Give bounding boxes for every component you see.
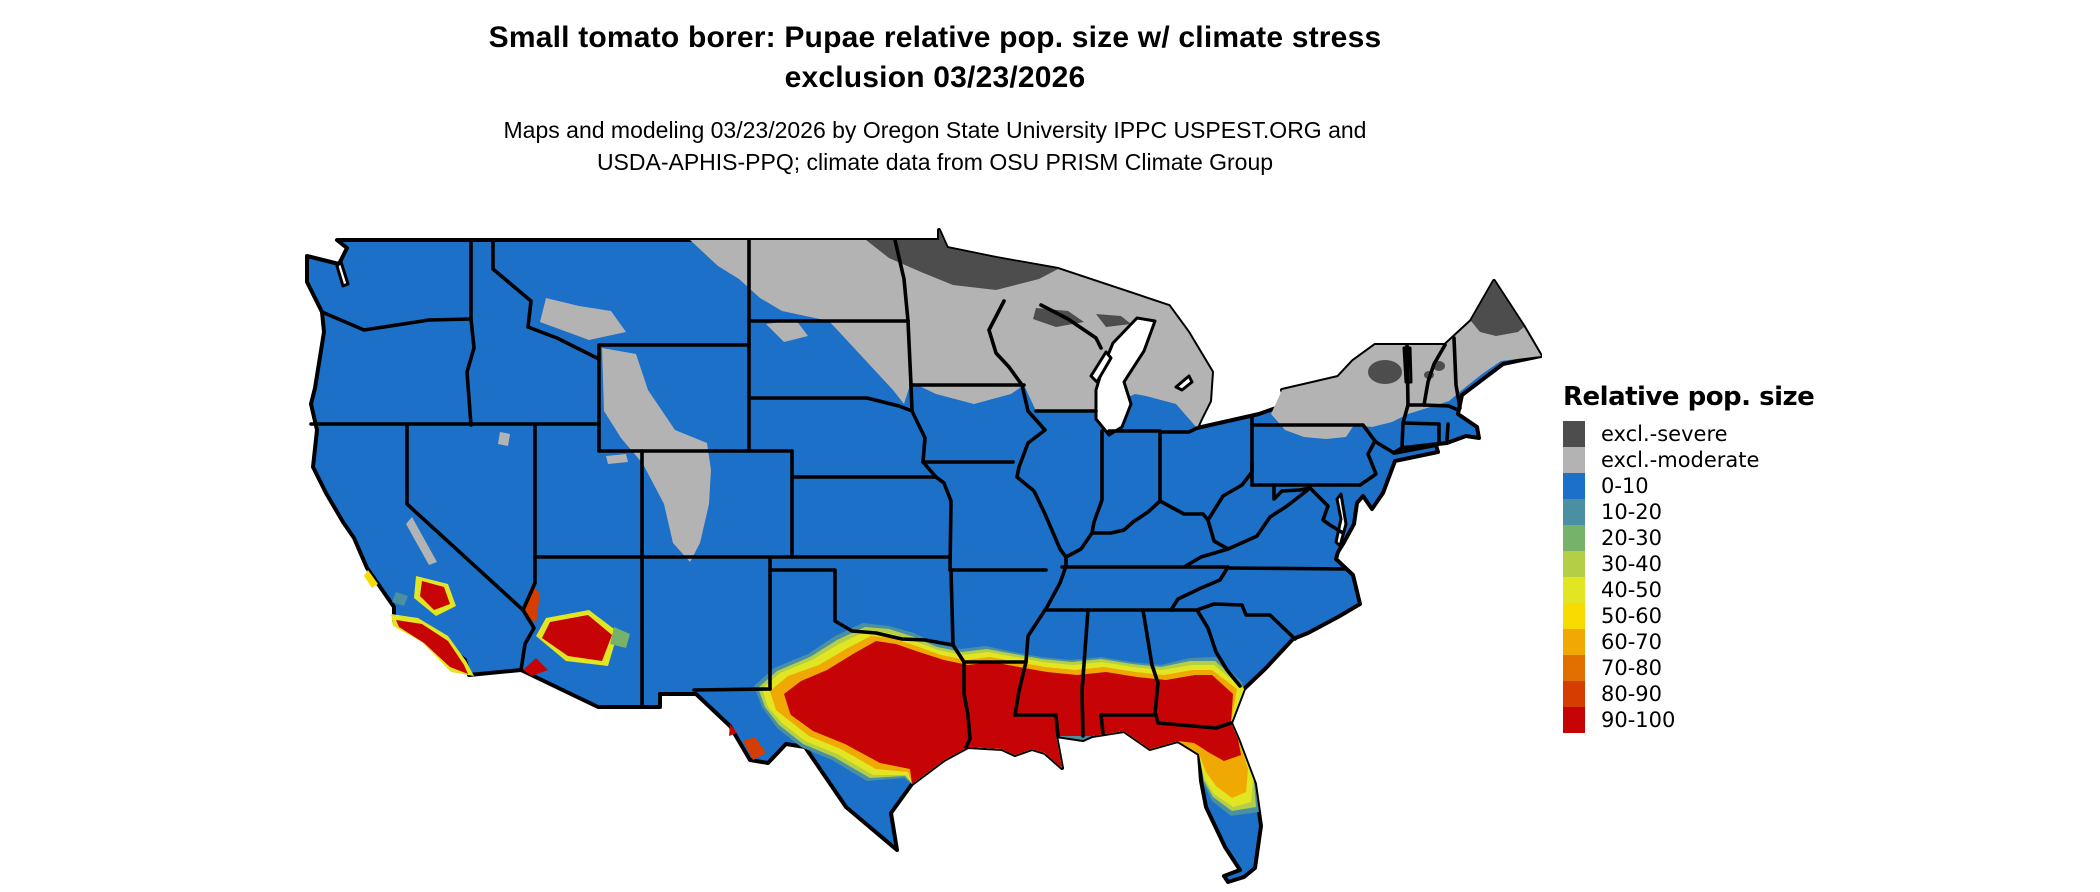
header: Small tomato borer: Pupae relative pop. …: [335, 0, 1535, 178]
legend-swatch-excl-severe: [1563, 421, 1585, 447]
legend-label: 30-40: [1601, 552, 1663, 576]
legend-swatch-p40-50: [1563, 577, 1585, 603]
legend-item: 20-30: [1563, 525, 1814, 551]
legend-label: 0-10: [1601, 474, 1649, 498]
map-subtitle-line1: Maps and modeling 03/23/2026 by Oregon S…: [503, 117, 1367, 143]
legend-item: 10-20: [1563, 499, 1814, 525]
legend: Relative pop. size excl.-severe excl.-mod…: [1563, 382, 1815, 733]
legend-item: 0-10: [1563, 473, 1814, 499]
map-title-line1: Small tomato borer: Pupae relative pop. …: [488, 21, 1382, 54]
lake-michigan: [1094, 316, 1157, 437]
legend-items: excl.-severe excl.-moderate 0-10 10-20 20-30…: [1563, 421, 1814, 733]
legend-title: Relative pop. size: [1563, 382, 1815, 412]
legend-item: 50-60: [1563, 603, 1814, 629]
region-excl-severe: [866, 230, 1524, 384]
legend-swatch-p10-20: [1563, 499, 1585, 525]
legend-item: 80-90: [1563, 681, 1814, 707]
legend-item: 60-70: [1563, 629, 1814, 655]
legend-label: 20-30: [1601, 526, 1663, 550]
legend-label: excl.-moderate: [1601, 448, 1760, 472]
legend-swatch-p20-30: [1563, 525, 1585, 551]
legend-label: 80-90: [1601, 682, 1663, 706]
legend-swatch-excl-moderate: [1563, 447, 1585, 473]
legend-item: excl.-severe: [1563, 421, 1814, 447]
legend-item: 90-100: [1563, 707, 1814, 733]
map-subtitle-line2: USDA-APHIS-PPQ; climate data from OSU PR…: [596, 149, 1274, 175]
legend-label: 70-80: [1601, 656, 1663, 680]
legend-label: 40-50: [1601, 578, 1663, 602]
puget-sound: [335, 260, 350, 288]
us-choropleth-map: [305, 228, 1542, 884]
legend-swatch-p50-60: [1563, 603, 1585, 629]
legend-label: 60-70: [1601, 630, 1663, 654]
legend-item: 30-40: [1563, 551, 1814, 577]
legend-label: 50-60: [1601, 604, 1663, 628]
legend-swatch-p30-40: [1563, 551, 1585, 577]
map-title: Small tomato borer: Pupae relative pop. …: [335, 0, 1535, 98]
legend-item: excl.-moderate: [1563, 447, 1814, 473]
map-subtitle: Maps and modeling 03/23/2026 by Oregon S…: [335, 98, 1535, 178]
legend-label: 10-20: [1601, 500, 1663, 524]
legend-item: 40-50: [1563, 577, 1814, 603]
legend-swatch-p80-90: [1563, 681, 1585, 707]
legend-label: excl.-severe: [1601, 422, 1728, 446]
legend-swatch-p90-100: [1563, 707, 1585, 733]
legend-label: 90-100: [1601, 708, 1676, 732]
legend-swatch-p60-70: [1563, 629, 1585, 655]
map-title-line2: exclusion 03/23/2026: [784, 61, 1086, 94]
state-borders: [309, 238, 1462, 749]
saginaw-bay: [1174, 374, 1194, 392]
green-bay: [1089, 350, 1113, 384]
region-warm-gradient: [729, 623, 1259, 816]
region-southwest-hotspots: [364, 570, 630, 676]
legend-item: 70-80: [1563, 655, 1814, 681]
legend-swatch-p70-80: [1563, 655, 1585, 681]
legend-swatch-p0-10: [1563, 473, 1585, 499]
